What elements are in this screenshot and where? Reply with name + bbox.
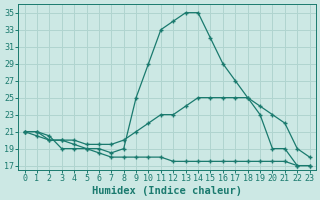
X-axis label: Humidex (Indice chaleur): Humidex (Indice chaleur) <box>92 186 242 196</box>
